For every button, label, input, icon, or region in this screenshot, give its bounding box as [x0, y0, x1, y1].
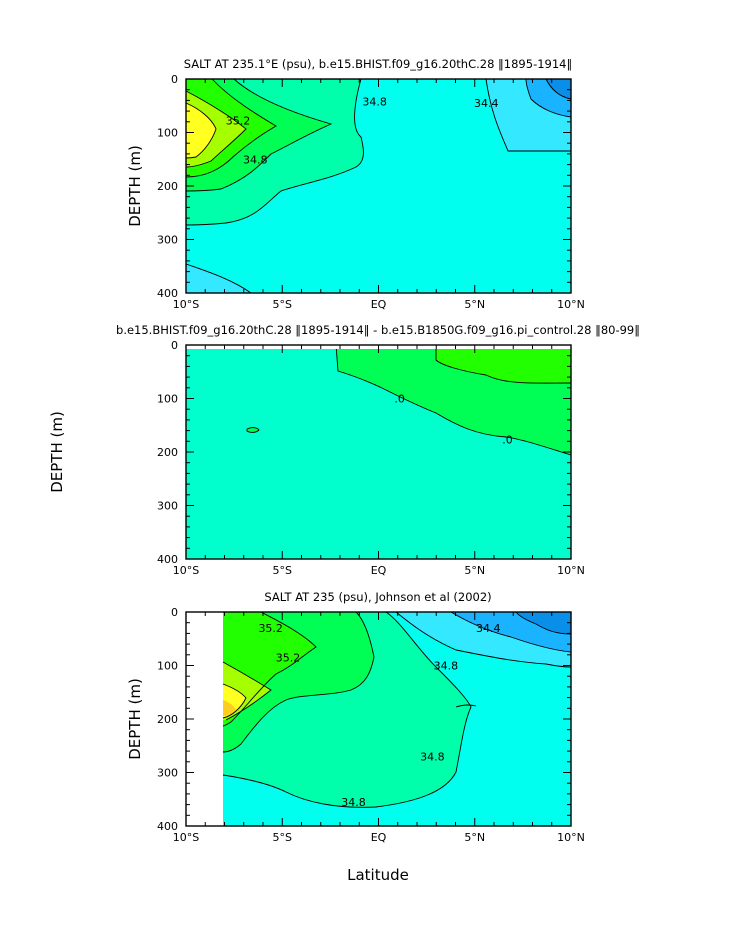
y-tick-label: 200 — [157, 180, 178, 193]
y-tick-label: 400 — [157, 553, 178, 566]
panel-3-contour-line — [515, 611, 572, 635]
contour-label: 35.2 — [258, 622, 283, 635]
y-tick-label: 200 — [157, 713, 178, 726]
panel-3-contour-line — [395, 611, 572, 668]
panel-2-region-strong-positive — [436, 345, 571, 384]
figure-xlabel: Latitude — [347, 866, 409, 884]
panel-2-contour-lines — [335, 344, 572, 456]
y-tick-label: 100 — [157, 393, 178, 406]
x-tick-label: 5°N — [464, 298, 485, 311]
panel-3-contour-line — [222, 611, 317, 727]
x-tick-label: 10°S — [173, 564, 199, 577]
panel-3-region-orange-core — [223, 700, 236, 716]
x-tick-label: 5°S — [273, 298, 292, 311]
y-tick-label: 300 — [157, 767, 178, 780]
contour-label: 34.8 — [341, 796, 366, 809]
panel-1-contour-line — [185, 102, 217, 159]
panel-2-contour-labels: .0 .0 — [394, 393, 512, 447]
panel-2-filled-contours — [246, 345, 571, 455]
panel-3-contour-lines — [222, 611, 572, 808]
y-tick-label: 0 — [171, 339, 178, 352]
x-tick-label: 5°N — [464, 831, 485, 844]
panel-3-contour-line — [455, 704, 477, 708]
x-tick-label: 10°S — [173, 298, 199, 311]
panel-3-contour-labels: 35.2 35.2 34.4 34.8 34.8 34.8 — [258, 622, 501, 809]
panel-1-region-gt-35-6 — [186, 103, 216, 158]
x-tick-label: 5°S — [273, 831, 292, 844]
contour-label: .0 — [394, 393, 405, 406]
panel-2: .0 .0 10°S 5°S EQ 5°N 10°N 0 100 200 300 400 b.e15… — [116, 323, 640, 577]
y-tick-label: 300 — [157, 500, 178, 513]
panel-1-contour-line — [525, 78, 572, 118]
panel-2-blip — [246, 427, 260, 433]
x-tick-label: 5°S — [273, 564, 292, 577]
y-tick-label: 400 — [157, 820, 178, 833]
x-tick-label: 10°N — [557, 564, 585, 577]
panel-1-region-lt-34-4-core — [546, 79, 571, 99]
x-tick-label: 10°N — [557, 298, 585, 311]
panel-3: 35.235.234.434.834.834.8 10°S 5°S EQ 5°N 10°… — [157, 590, 585, 844]
panel-1-contour-line — [545, 78, 572, 100]
panel-3-contour-line — [222, 611, 375, 753]
panel-1-contour-line — [185, 78, 364, 226]
panel-1-region-bottom-34-6 — [186, 264, 251, 293]
panel-3-axes: 10°S 5°S EQ 5°N 10°N 0 100 200 300 400 — [157, 606, 585, 844]
panel-1-contour-lines — [185, 78, 572, 294]
contour-label: 34.4 — [474, 97, 499, 110]
panel-1-contour-line — [185, 90, 247, 168]
contour-label: 34.8 — [420, 750, 445, 763]
panel-2-contour-line — [335, 344, 572, 456]
y-tick-label: 0 — [171, 606, 178, 619]
panel-1-contour-line — [185, 263, 252, 294]
x-tick-label: EQ — [371, 564, 387, 577]
y-tick-label: 300 — [157, 234, 178, 247]
y-tick-label: 200 — [157, 446, 178, 459]
panel-1: 35.2 34.8 34.8 34.4 10°S 5°S EQ 5°N 10°N 0 100 200… — [157, 57, 585, 311]
panel-2-axes: 10°S 5°S EQ 5°N 10°N 0 100 200 300 400 — [157, 339, 585, 577]
panel-3-contour-line — [222, 661, 272, 721]
y-tick-label: 400 — [157, 287, 178, 300]
x-tick-label: EQ — [371, 831, 387, 844]
contour-label: 34.4 — [476, 622, 501, 635]
panel-3-title: SALT AT 235 (psu), Johnson et al (2002) — [264, 590, 491, 604]
contour-label: 35.2 — [276, 651, 301, 664]
panel-1-contour-labels: 35.2 34.8 34.8 34.4 — [226, 95, 499, 166]
panel-1-contour-line — [485, 78, 571, 152]
x-tick-label: 5°N — [464, 564, 485, 577]
x-tick-label: 10°S — [173, 831, 199, 844]
contour-label: 35.2 — [226, 115, 251, 128]
y-tick-label: 0 — [171, 73, 178, 86]
panel-3-contour-line — [450, 611, 572, 653]
panel-3-contour-line — [222, 611, 472, 808]
y-tick-label: 100 — [157, 127, 178, 140]
panel-3-contour-line — [222, 683, 247, 719]
contour-label: .0 — [502, 434, 512, 447]
x-tick-label: 10°N — [557, 831, 585, 844]
panel-3-filled-contours — [223, 612, 571, 808]
panel-1-title: SALT AT 235.1°E (psu), b.e15.BHIST.f09_g… — [184, 57, 572, 71]
panel-1-contour-line — [185, 78, 277, 178]
panel-2-title: b.e15.BHIST.f09_g16.20thC.28 ‖1895-1914‖… — [116, 323, 640, 337]
contour-label: 34.8 — [362, 95, 387, 108]
panel-1-contour-line — [185, 78, 333, 192]
x-tick-label: EQ — [371, 298, 387, 311]
figure-ylabel: DEPTH (m) — [48, 411, 66, 493]
panel-3-ylabel: DEPTH (m) — [126, 678, 144, 760]
contour-label: 34.8 — [243, 153, 267, 166]
y-tick-label: 100 — [157, 660, 178, 673]
panel-1-ylabel: DEPTH (m) — [126, 145, 144, 227]
contour-label: 34.8 — [434, 660, 459, 673]
panel-2-contour-line — [435, 345, 572, 384]
panel-1-axes: 10°S 5°S EQ 5°N 10°N 0 100 200 300 400 — [157, 73, 585, 311]
panel-3-region-lt-34-4-core — [516, 612, 571, 634]
